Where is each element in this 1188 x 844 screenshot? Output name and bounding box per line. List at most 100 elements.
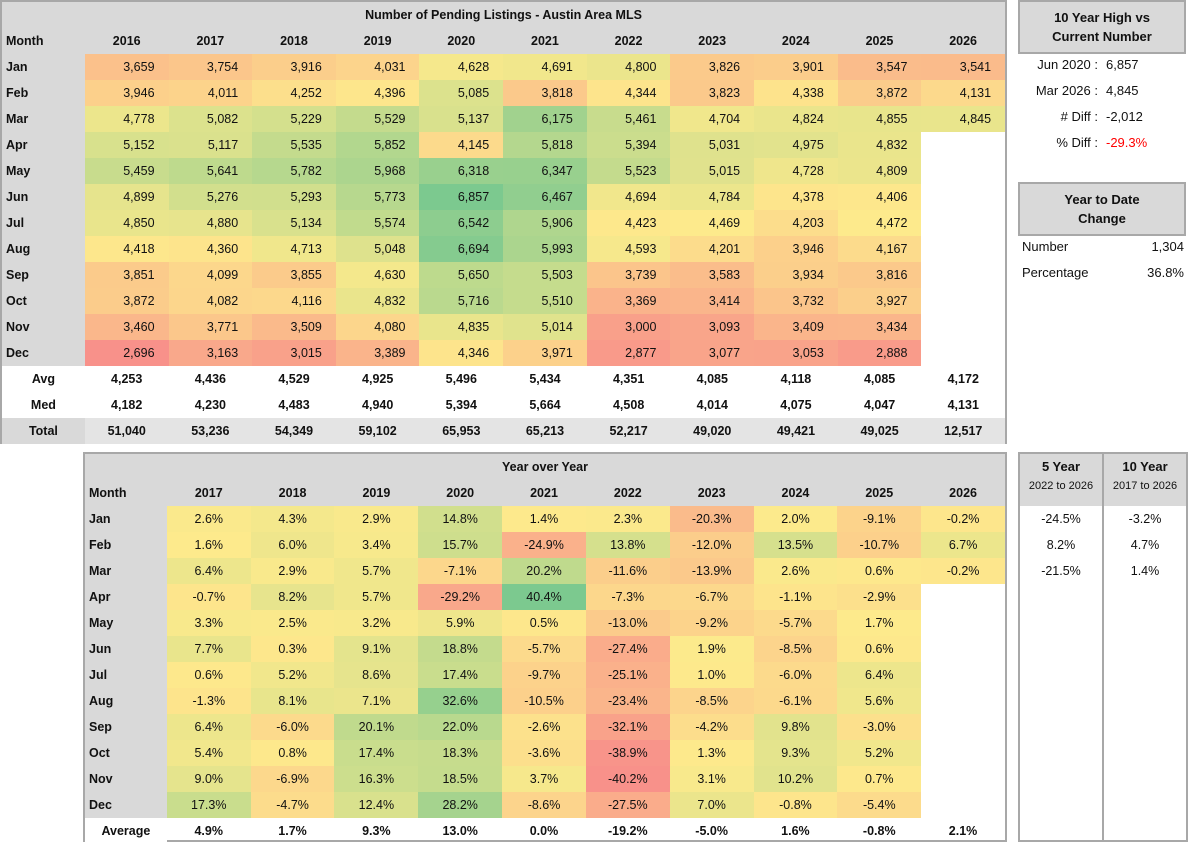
data-cell: 4,809: [837, 158, 922, 184]
data-cell: 16.3%: [334, 766, 419, 792]
table-row: Jun 7.7% 0.3% 9.1% 18.8% -5.7% -27.4% 1.9% -8.5%…: [85, 636, 1005, 662]
table-row: Sep 6.4% -6.0% 20.1% 22.0% -2.6% -32.1% -4.2% 9.…: [85, 714, 1005, 740]
data-cell: -8.5%: [669, 688, 754, 714]
data-cell: [921, 184, 1006, 210]
data-cell: -4.7%: [250, 792, 335, 818]
data-cell: 0.3%: [250, 636, 335, 662]
data-cell: -8.5%: [753, 636, 838, 662]
data-cell: 14.8%: [418, 506, 503, 532]
table-row: Feb 3,946 4,011 4,252 4,396 5,085 3,818 4,344 3,…: [2, 80, 1006, 106]
data-cell: 2.5%: [250, 610, 335, 636]
table-row: Apr -0.7% 8.2% 5.7% -29.2% 40.4% -7.3% -6.7% -1.…: [85, 584, 1005, 610]
data-cell: -0.7%: [166, 584, 251, 610]
data-cell: 6.4%: [166, 558, 251, 584]
summary-label: Avg: [2, 366, 85, 392]
data-cell: 3.1%: [669, 766, 754, 792]
year-header: 2021: [530, 486, 558, 500]
data-cell: 6,347: [503, 158, 587, 184]
data-cell: 4,472: [837, 210, 922, 236]
summary-value: 5,434: [529, 372, 561, 386]
data-cell: 4.3%: [250, 506, 335, 532]
summary-value: 59,102: [335, 418, 420, 444]
data-cell: 4,855: [837, 106, 922, 132]
data-cell: 0.8%: [250, 740, 335, 766]
data-cell: -11.6%: [585, 558, 670, 584]
table-row: Aug 4,418 4,360 4,713 5,048 6,694 5,993 4,593 4,…: [2, 236, 1006, 262]
data-cell: -3.6%: [502, 740, 586, 766]
data-cell: 0.6%: [166, 662, 251, 688]
data-cell: 4,167: [837, 236, 922, 262]
summary-value: 4,182: [111, 398, 143, 412]
five-year-title: 5 Year: [1041, 459, 1081, 474]
data-cell: -4.2%: [669, 714, 754, 740]
data-cell: -2.6%: [502, 714, 586, 740]
table-row: Sep 3,851 4,099 3,855 4,630 5,650 5,503 3,739 3,…: [2, 262, 1006, 288]
month-label: Aug: [85, 688, 167, 714]
ytd-title-1: Year to Date: [1064, 192, 1140, 207]
data-cell: 3,739: [586, 262, 671, 288]
summary-value: 4,085: [696, 372, 728, 386]
data-cell: 2.6%: [753, 558, 838, 584]
data-cell: [921, 314, 1006, 340]
year-header: 2022: [614, 34, 643, 48]
data-cell: -27.5%: [585, 792, 670, 818]
data-cell: 5,510: [503, 288, 587, 314]
data-cell: 8.1%: [250, 688, 335, 714]
data-cell: [921, 132, 1006, 158]
data-cell: 4,784: [670, 184, 755, 210]
data-cell: 2.6%: [166, 506, 251, 532]
data-cell: 5,574: [335, 210, 420, 236]
span-change-table: 5 Year 2022 to 2026 -24.5% 8.2% -21.5% 10 Y…: [1018, 452, 1188, 842]
data-cell: 2.0%: [753, 506, 838, 532]
summary-value: 4,436: [194, 372, 226, 386]
data-cell: 3,946: [754, 236, 838, 262]
data-cell: -6.0%: [753, 662, 838, 688]
data-cell: 2.9%: [250, 558, 335, 584]
table-row: Mar 6.4% 2.9% 5.7% -7.1% 20.2% -11.6% -13.9% 2.6…: [85, 558, 1005, 584]
data-cell: 3,732: [754, 288, 838, 314]
data-cell: -6.0%: [250, 714, 335, 740]
data-cell: 3,434: [837, 314, 922, 340]
summary-value: 1.6%: [781, 824, 810, 838]
ytd-label: Number: [1022, 239, 1069, 254]
data-cell: 32.6%: [418, 688, 503, 714]
summary-value: 4,172: [947, 372, 979, 386]
data-cell: -0.2%: [921, 558, 1005, 584]
data-cell: -2.9%: [837, 584, 922, 610]
data-cell: 3,823: [670, 80, 755, 106]
year-header: 2025: [865, 34, 894, 48]
table-row: Jul 4,850 4,880 5,134 5,574 6,542 5,906 4,423 4,…: [2, 210, 1006, 236]
summary-value: 53,236: [168, 418, 253, 444]
data-cell: 4,080: [335, 314, 420, 340]
data-cell: 4,628: [419, 54, 504, 80]
data-cell: 4,418: [84, 236, 169, 262]
pending-table-title: Number of Pending Listings - Austin Area…: [2, 2, 1005, 28]
data-cell: 5,276: [168, 184, 253, 210]
summary-value: 4,075: [780, 398, 812, 412]
data-cell: 4,593: [586, 236, 671, 262]
ytd-header: Year to Date Change: [1018, 182, 1186, 236]
table-row: Jun 4,899 5,276 5,293 5,773 6,857 6,467 4,694 4,…: [2, 184, 1006, 210]
summary-value: 4,940: [362, 398, 394, 412]
ten-year-value: 4.7%: [1130, 538, 1160, 552]
data-cell: 4,845: [921, 106, 1006, 132]
data-cell: 4,344: [586, 80, 671, 106]
data-cell: 15.7%: [418, 532, 503, 558]
data-cell: 6,467: [503, 184, 587, 210]
year-header: 2019: [362, 486, 391, 500]
data-cell: 3,855: [252, 262, 336, 288]
data-cell: 5,014: [503, 314, 587, 340]
data-cell: 22.0%: [418, 714, 503, 740]
data-cell: 4,116: [252, 288, 336, 314]
five-year-value: 8.2%: [1046, 538, 1076, 552]
month-label: Jul: [2, 210, 85, 236]
data-cell: 3,541: [921, 54, 1006, 80]
data-cell: 2.3%: [585, 506, 670, 532]
summary-value: 65,213: [503, 418, 587, 444]
summary-value: 5,664: [529, 398, 561, 412]
month-label: May: [2, 158, 85, 184]
data-cell: 4,145: [419, 132, 504, 158]
year-header: 2017: [194, 486, 223, 500]
data-cell: 17.4%: [334, 740, 419, 766]
data-cell: -23.4%: [585, 688, 670, 714]
